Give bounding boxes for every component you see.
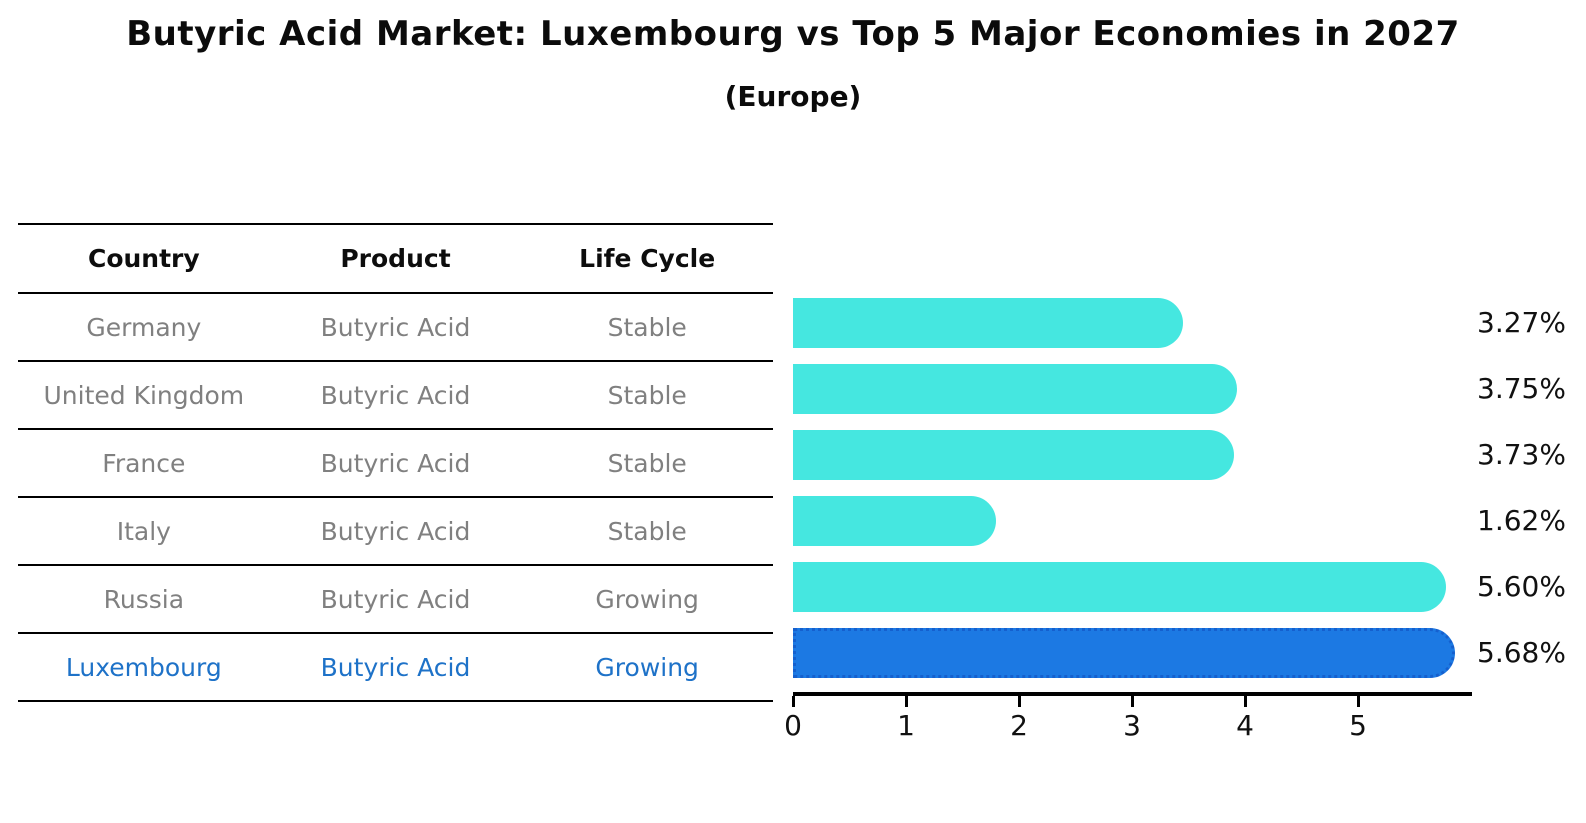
x-tick: 0 [784,695,802,742]
x-tick-label: 2 [1010,708,1028,742]
bar-row [793,356,1493,422]
x-tick: 1 [897,695,915,742]
cell-country: United Kingdom [43,380,245,410]
x-tick-label: 1 [897,708,915,742]
x-tick-mark [1356,695,1360,707]
cell-life-cycle: Stable [607,380,687,410]
x-tick-label: 3 [1123,708,1141,742]
value-label-france: 3.73% [1477,438,1566,471]
bar-luxembourg [793,628,1455,678]
table-row-italy: Italy Butyric Acid Stable [18,498,773,566]
x-tick-mark [1130,695,1134,707]
cell-product: Butyric Acid [320,380,471,410]
table-header-row: Country Product Life Cycle [18,223,773,294]
value-label-russia: 5.60% [1477,570,1566,603]
header-country: Country [87,244,200,273]
cell-life-cycle: Growing [595,652,699,682]
cell-life-cycle: Stable [607,312,687,342]
bar-italy [793,496,997,546]
value-label-germany: 3.27% [1477,306,1566,339]
cell-life-cycle: Stable [607,516,687,546]
bar-row [793,422,1493,488]
table-row-luxembourg: Luxembourg Butyric Acid Growing [18,634,773,702]
x-tick: 3 [1123,695,1141,742]
value-labels: 3.27% 3.75% 3.73% 1.62% 5.60% 5.68% [1477,290,1566,686]
bar-row [793,554,1493,620]
bar-france [793,430,1235,480]
value-label-luxembourg: 5.68% [1477,636,1566,669]
chart-title: Butyric Acid Market: Luxembourg vs Top 5… [126,14,1460,54]
value-label-united-kingdom: 3.75% [1477,372,1566,405]
cell-country: Germany [86,312,202,342]
cell-product: Butyric Acid [320,448,471,478]
bar-row [793,620,1493,686]
x-tick-label: 5 [1349,708,1367,742]
x-tick: 2 [1010,695,1028,742]
bar-russia [793,562,1446,612]
table-row-germany: Germany Butyric Acid Stable [18,294,773,362]
table-row-united-kingdom: United Kingdom Butyric Acid Stable [18,362,773,430]
cell-product: Butyric Acid [320,516,471,546]
value-label-italy: 1.62% [1477,504,1566,537]
cell-product: Butyric Acid [320,652,471,682]
bar-germany [793,298,1183,348]
header-life-cycle: Life Cycle [579,244,716,273]
cell-life-cycle: Growing [595,584,699,614]
x-tick-mark [1243,695,1247,707]
x-axis-line [793,692,1472,696]
bar-row [793,488,1493,554]
cell-product: Butyric Acid [320,312,471,342]
cell-country: Russia [103,584,185,614]
cell-country: France [102,448,186,478]
bar-chart [793,290,1493,686]
x-tick-mark [904,695,908,707]
x-tick: 5 [1349,695,1367,742]
table-row-france: France Butyric Acid Stable [18,430,773,498]
cell-life-cycle: Stable [607,448,687,478]
table-row-russia: Russia Butyric Acid Growing [18,566,773,634]
cell-product: Butyric Acid [320,584,471,614]
x-tick-label: 0 [784,708,802,742]
x-tick-label: 4 [1236,708,1254,742]
chart-subtitle: (Europe) [724,80,862,113]
cell-country: Italy [116,516,171,546]
country-table: Country Product Life Cycle Germany Butyr… [18,223,773,702]
x-tick-mark [1017,695,1021,707]
header-product: Product [340,244,451,273]
x-tick: 4 [1236,695,1254,742]
bar-row [793,290,1493,356]
x-tick-mark [791,695,795,707]
bar-united-kingdom [793,364,1237,414]
cell-country: Luxembourg [65,652,222,682]
